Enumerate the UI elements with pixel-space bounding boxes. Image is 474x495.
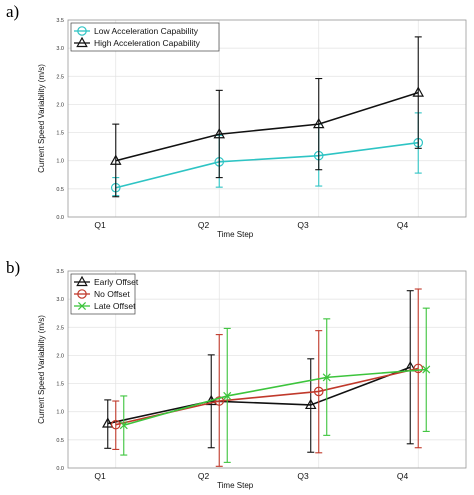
data-point-cross-b: [119, 421, 128, 430]
y-tick-label: 3.0: [56, 297, 64, 303]
legend: Early Offset No Offset Late Offset: [70, 273, 139, 315]
y-tick-label: 2.5: [56, 74, 64, 80]
y-tick-label: 3.0: [56, 46, 64, 52]
chart-panel-a: 0.0 0.5 1.0 1.5 2.0 2.5 3.0 3.5 Q1 Q2 Q3 Q4 Time Ste…: [37, 18, 467, 239]
plot-frame: [67, 19, 467, 218]
series-line: [115, 141, 419, 189]
data-point-triangle: [304, 398, 317, 410]
legend-entry: Low Acceleration Capability: [94, 26, 199, 36]
y-tick-label: 1.5: [56, 131, 64, 137]
data-point-circle: [413, 363, 424, 374]
legend-entry: Late Offset: [94, 301, 136, 311]
y-tick-label: 2.0: [56, 102, 64, 108]
y-tick-label: 1.5: [56, 382, 64, 388]
plot-frame: [67, 270, 467, 469]
y-tick-label: 2.0: [56, 353, 64, 359]
data-point-triangle: [213, 128, 226, 139]
data-point-triangle: [109, 154, 122, 165]
legend-entry: Early Offset: [94, 277, 139, 287]
data-point-cross-b: [422, 365, 431, 374]
y-tick-label: 1.0: [56, 410, 64, 416]
legend-entry: High Acceleration Capability: [94, 38, 201, 48]
x-tick-label: Q3: [297, 220, 309, 230]
legend-box: [70, 22, 220, 52]
x-tick-label: Q3: [297, 471, 309, 481]
x-tick-label: Q4: [397, 471, 409, 481]
y-tick-label: 0.0: [56, 215, 64, 221]
legend-marker-circle: [77, 26, 87, 36]
y-axis-label: Current Speed Variability (m/s): [37, 64, 46, 173]
y-tick-label: 0.5: [56, 187, 64, 193]
legend-marker-triangle: [76, 36, 88, 48]
x-tick-label: Q4: [397, 220, 409, 230]
data-point-triangle: [312, 117, 325, 129]
y-tick-label: 2.5: [56, 325, 64, 331]
panel-label-b: b): [6, 258, 21, 277]
series-line: [115, 91, 419, 162]
plot-area: [68, 20, 466, 217]
legend-marker-cross-b: [77, 301, 87, 311]
legend-marker-triangle: [76, 275, 88, 287]
y-tick-label: 1.0: [56, 159, 64, 165]
x-tick-label: Q2: [198, 220, 210, 230]
chart-panel-b: 0.0 0.5 1.0 1.5 2.0 2.5 3.0 3.5 Q1 Q2 Q3 Q4 Time Ste…: [37, 269, 467, 490]
data-point-circle: [214, 396, 225, 406]
x-tick-label: Q1: [94, 220, 106, 230]
series-line: [107, 366, 411, 425]
legend-marker-circle: [77, 289, 87, 299]
panel-label-a: a): [6, 2, 20, 21]
data-point-circle: [313, 386, 324, 397]
data-point-triangle: [412, 86, 425, 97]
legend: Low Acceleration Capability High Accelera…: [70, 22, 220, 52]
data-point-triangle: [101, 417, 114, 428]
series-line: [123, 368, 427, 426]
legend-entry: No Offset: [94, 289, 130, 299]
x-tick-label: Q1: [94, 471, 106, 481]
y-tick-label: 3.5: [56, 269, 64, 275]
x-axis-label: Time Step: [217, 481, 254, 490]
y-axis-label: Current Speed Variability (m/s): [37, 315, 46, 424]
data-point-circle: [110, 419, 121, 430]
y-tick-label: 0.5: [56, 438, 64, 444]
y-tick-label: 0.0: [56, 466, 64, 472]
y-tick-label: 3.5: [56, 18, 64, 24]
x-tick-label: Q2: [198, 471, 210, 481]
x-axis-label: Time Step: [217, 230, 254, 239]
data-point-cross-b: [223, 391, 232, 400]
data-point-cross-b: [322, 373, 331, 382]
